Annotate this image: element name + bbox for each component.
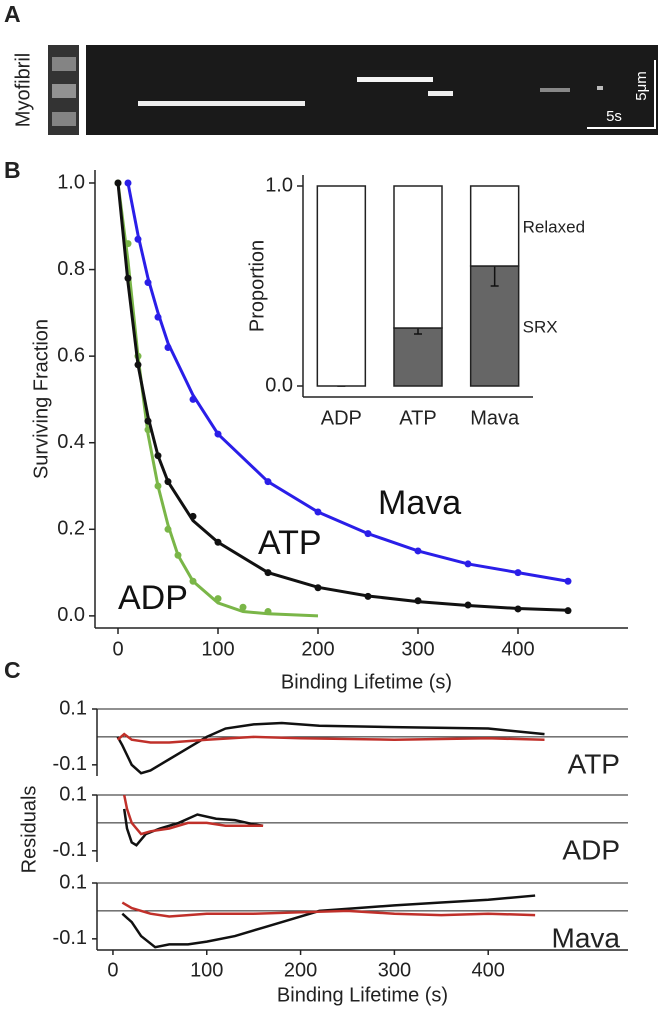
data-point [164, 478, 172, 486]
data-point [239, 603, 247, 611]
data-point [514, 569, 522, 577]
data-point [144, 417, 152, 425]
y-axis-label: Residuals [18, 786, 40, 874]
kymograph [86, 45, 658, 135]
y-tick-label: 1.0 [57, 171, 85, 193]
x-tick-label: Mava [470, 407, 520, 429]
x-tick-label: 200 [284, 959, 317, 981]
scale-label: 5s [606, 108, 622, 125]
data-point [124, 274, 132, 282]
residual-line [122, 794, 264, 836]
bar-segment [393, 185, 443, 329]
data-point [414, 547, 422, 555]
x-axis-label: Binding Lifetime (s) [277, 984, 448, 1006]
series-label: ADP [118, 579, 188, 617]
y-tick-label: 1.0 [265, 174, 293, 196]
y-tick-label: 0.0 [57, 604, 85, 626]
x-tick-label: ATP [399, 407, 436, 429]
data-point [264, 478, 272, 486]
x-tick-label: 300 [378, 959, 411, 981]
y-tick-label: 0.1 [59, 783, 87, 805]
segment-label: SRX [523, 317, 558, 336]
y-axis-label: Surviving Fraction [30, 319, 52, 479]
y-tick-label: -0.1 [53, 753, 87, 775]
data-point [514, 605, 522, 613]
x-tick-label: 0 [107, 959, 118, 981]
x-tick-label: 200 [301, 638, 334, 660]
y-tick-label: 0.2 [57, 518, 85, 540]
residual-line [116, 732, 545, 744]
data-point [264, 608, 272, 616]
data-point [464, 601, 472, 609]
data-point [174, 551, 182, 559]
data-point [154, 452, 162, 460]
segment-label: Relaxed [523, 217, 585, 236]
residual-line [121, 894, 536, 949]
y-tick-label: 0.1 [59, 871, 87, 893]
data-point [214, 538, 222, 546]
y-tick-label: -0.1 [53, 927, 87, 949]
residual-line [121, 901, 536, 918]
data-point [264, 569, 272, 577]
data-point [564, 607, 572, 615]
image-label: Myofibril [12, 53, 34, 127]
x-tick-label: 100 [190, 959, 223, 981]
myofibril-image [48, 45, 79, 135]
data-point [464, 560, 472, 568]
y-tick-label: 0.4 [57, 431, 85, 453]
data-point [564, 577, 572, 585]
residual-line [122, 808, 264, 847]
x-tick-label: 400 [472, 959, 505, 981]
y-tick-label: 0.0 [265, 374, 293, 396]
residual-line [116, 721, 545, 775]
data-point [214, 595, 222, 603]
data-point [314, 508, 322, 516]
data-point [314, 584, 322, 592]
panel-label: C [4, 657, 21, 683]
data-point [134, 361, 142, 369]
data-point [364, 592, 372, 600]
scale-label: 5μm [633, 71, 650, 100]
data-point [189, 577, 197, 585]
bar-segment [316, 185, 367, 387]
x-tick-label: ADP [321, 407, 362, 429]
data-point [154, 313, 162, 321]
panel-label: A [4, 1, 21, 27]
data-point [154, 482, 162, 490]
x-tick-label: 400 [501, 638, 534, 660]
data-point [114, 179, 122, 187]
panel-label: B [4, 157, 21, 183]
data-point [124, 240, 132, 248]
panel-series-label: ATP [568, 748, 620, 779]
y-tick-label: 0.8 [57, 258, 85, 280]
panel-series-label: Mava [552, 922, 621, 953]
data-point [364, 530, 372, 538]
y-tick-label: 0.1 [59, 697, 87, 719]
data-point [164, 525, 172, 533]
bar-segment [393, 327, 443, 387]
series-label: ATP [258, 524, 322, 562]
data-point [414, 597, 422, 605]
data-point [164, 343, 172, 351]
y-tick-label: -0.1 [53, 839, 87, 861]
data-point [144, 279, 152, 287]
bar-segment [469, 185, 520, 267]
y-tick-label: 0.6 [57, 344, 85, 366]
y-axis-label: Proportion [246, 240, 268, 332]
data-point [189, 395, 197, 403]
x-tick-label: 100 [201, 638, 234, 660]
data-point [134, 235, 142, 243]
panel-series-label: ADP [562, 834, 620, 865]
data-point [214, 430, 222, 438]
x-axis-label: Binding Lifetime (s) [281, 671, 452, 693]
series-label: Mava [378, 484, 461, 522]
data-point [124, 179, 132, 187]
data-point [189, 512, 197, 520]
x-tick-label: 0 [112, 638, 123, 660]
x-tick-label: 300 [401, 638, 434, 660]
